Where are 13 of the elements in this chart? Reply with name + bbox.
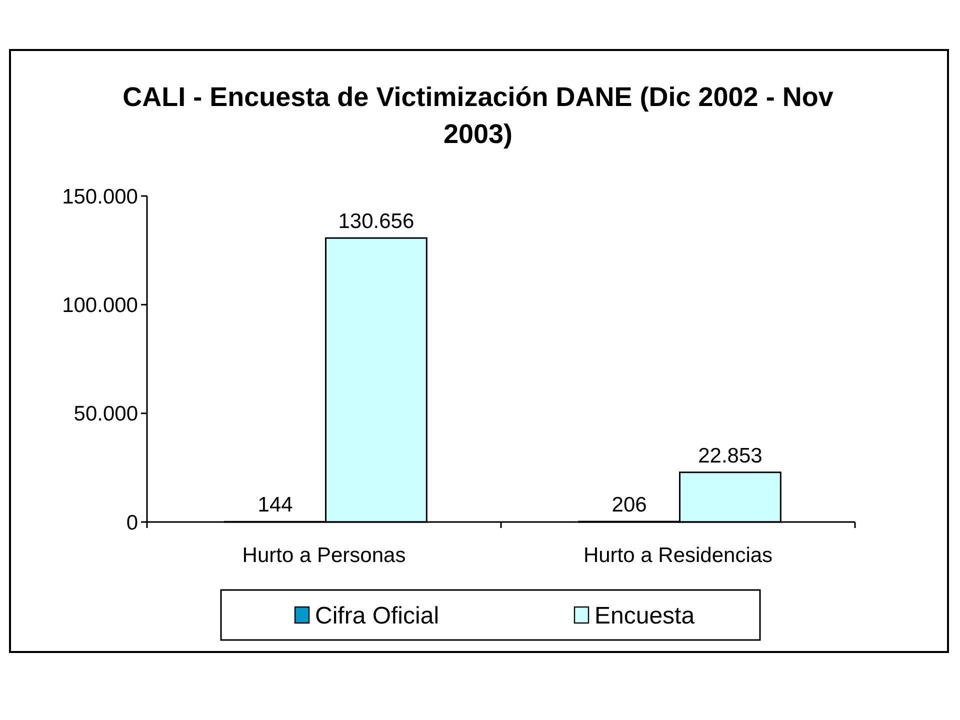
data-label: 130.656 (338, 210, 414, 234)
data-label: 22.853 (698, 444, 762, 468)
x-tick-label: Hurto a Residencias (583, 544, 773, 567)
x-tick-label: Hurto a Personas (242, 544, 406, 567)
data-label: 206 (612, 494, 647, 517)
chart-title: CALI - Encuesta de Victimización DANE (Dic 2002 - Nov 2003) (122, 82, 834, 149)
y-tick-label: 150.000 (62, 185, 138, 208)
legend-label: Encuesta (594, 602, 696, 630)
legend-label: Cifra Oficial (315, 602, 440, 630)
data-label: 144 (258, 494, 294, 517)
y-tick-label: 0 (126, 511, 138, 534)
y-tick-label: 50.000 (74, 402, 138, 426)
y-tick-label: 100.000 (62, 294, 138, 318)
